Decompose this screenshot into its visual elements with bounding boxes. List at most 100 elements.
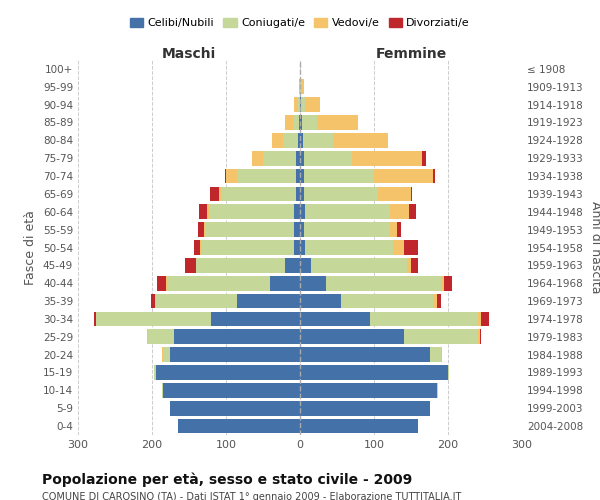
Bar: [148, 330, 174, 344]
Bar: [352, 151, 422, 166]
Bar: [303, 133, 332, 148]
Bar: [194, 240, 200, 255]
Bar: [147, 330, 148, 344]
Bar: [304, 151, 352, 166]
Bar: [237, 294, 300, 308]
Bar: [411, 258, 418, 272]
Bar: [178, 419, 300, 434]
Bar: [293, 115, 299, 130]
Bar: [341, 294, 433, 308]
Bar: [480, 330, 481, 344]
Bar: [163, 348, 170, 362]
Bar: [300, 419, 418, 434]
Bar: [237, 168, 296, 184]
Bar: [478, 330, 480, 344]
Bar: [392, 240, 404, 255]
Bar: [300, 365, 448, 380]
Bar: [207, 204, 209, 219]
Y-axis label: Fasce di età: Fasce di età: [25, 210, 37, 285]
Bar: [304, 168, 374, 184]
Bar: [200, 240, 202, 255]
Bar: [389, 222, 397, 237]
Bar: [224, 168, 226, 184]
Bar: [300, 222, 304, 237]
Bar: [294, 204, 300, 219]
Bar: [302, 115, 317, 130]
Text: Femmine: Femmine: [376, 47, 446, 61]
Bar: [300, 258, 311, 272]
Bar: [155, 294, 156, 308]
Bar: [304, 222, 389, 237]
Bar: [294, 222, 300, 237]
Bar: [300, 312, 370, 326]
Bar: [300, 98, 301, 112]
Bar: [211, 312, 300, 326]
Bar: [305, 204, 390, 219]
Bar: [218, 186, 222, 201]
Bar: [404, 240, 418, 255]
Bar: [433, 168, 434, 184]
Bar: [300, 204, 305, 219]
Bar: [223, 186, 296, 201]
Bar: [296, 151, 300, 166]
Bar: [174, 330, 300, 344]
Bar: [226, 168, 237, 184]
Bar: [298, 98, 300, 112]
Bar: [304, 186, 378, 201]
Bar: [252, 151, 263, 166]
Bar: [481, 312, 488, 326]
Bar: [433, 294, 437, 308]
Bar: [300, 401, 430, 415]
Bar: [300, 133, 303, 148]
Bar: [157, 276, 166, 290]
Bar: [301, 80, 304, 94]
Bar: [300, 294, 341, 308]
Bar: [437, 294, 440, 308]
Bar: [422, 151, 426, 166]
Bar: [285, 258, 300, 272]
Bar: [170, 401, 300, 415]
Bar: [299, 80, 300, 94]
Bar: [199, 204, 207, 219]
Bar: [311, 258, 407, 272]
Bar: [97, 312, 211, 326]
Bar: [294, 240, 300, 255]
Bar: [326, 276, 440, 290]
Bar: [300, 151, 304, 166]
Bar: [448, 365, 449, 380]
Bar: [156, 294, 237, 308]
Bar: [374, 168, 433, 184]
Bar: [300, 383, 437, 398]
Bar: [411, 186, 412, 201]
Bar: [204, 222, 205, 237]
Bar: [440, 276, 444, 290]
Bar: [299, 115, 300, 130]
Bar: [151, 294, 155, 308]
Bar: [430, 348, 440, 362]
Bar: [305, 98, 320, 112]
Bar: [407, 258, 411, 272]
Bar: [198, 222, 204, 237]
Bar: [300, 80, 301, 94]
Bar: [296, 168, 300, 184]
Bar: [332, 133, 388, 148]
Bar: [298, 133, 300, 148]
Bar: [300, 186, 304, 201]
Bar: [370, 312, 478, 326]
Bar: [300, 348, 430, 362]
Bar: [390, 204, 409, 219]
Bar: [301, 98, 305, 112]
Bar: [156, 365, 300, 380]
Bar: [205, 222, 294, 237]
Bar: [202, 240, 294, 255]
Bar: [317, 115, 358, 130]
Bar: [478, 312, 481, 326]
Bar: [294, 98, 298, 112]
Bar: [96, 312, 97, 326]
Bar: [154, 365, 156, 380]
Bar: [209, 204, 294, 219]
Y-axis label: Anni di nascita: Anni di nascita: [589, 201, 600, 294]
Bar: [94, 312, 96, 326]
Bar: [409, 204, 416, 219]
Bar: [196, 258, 285, 272]
